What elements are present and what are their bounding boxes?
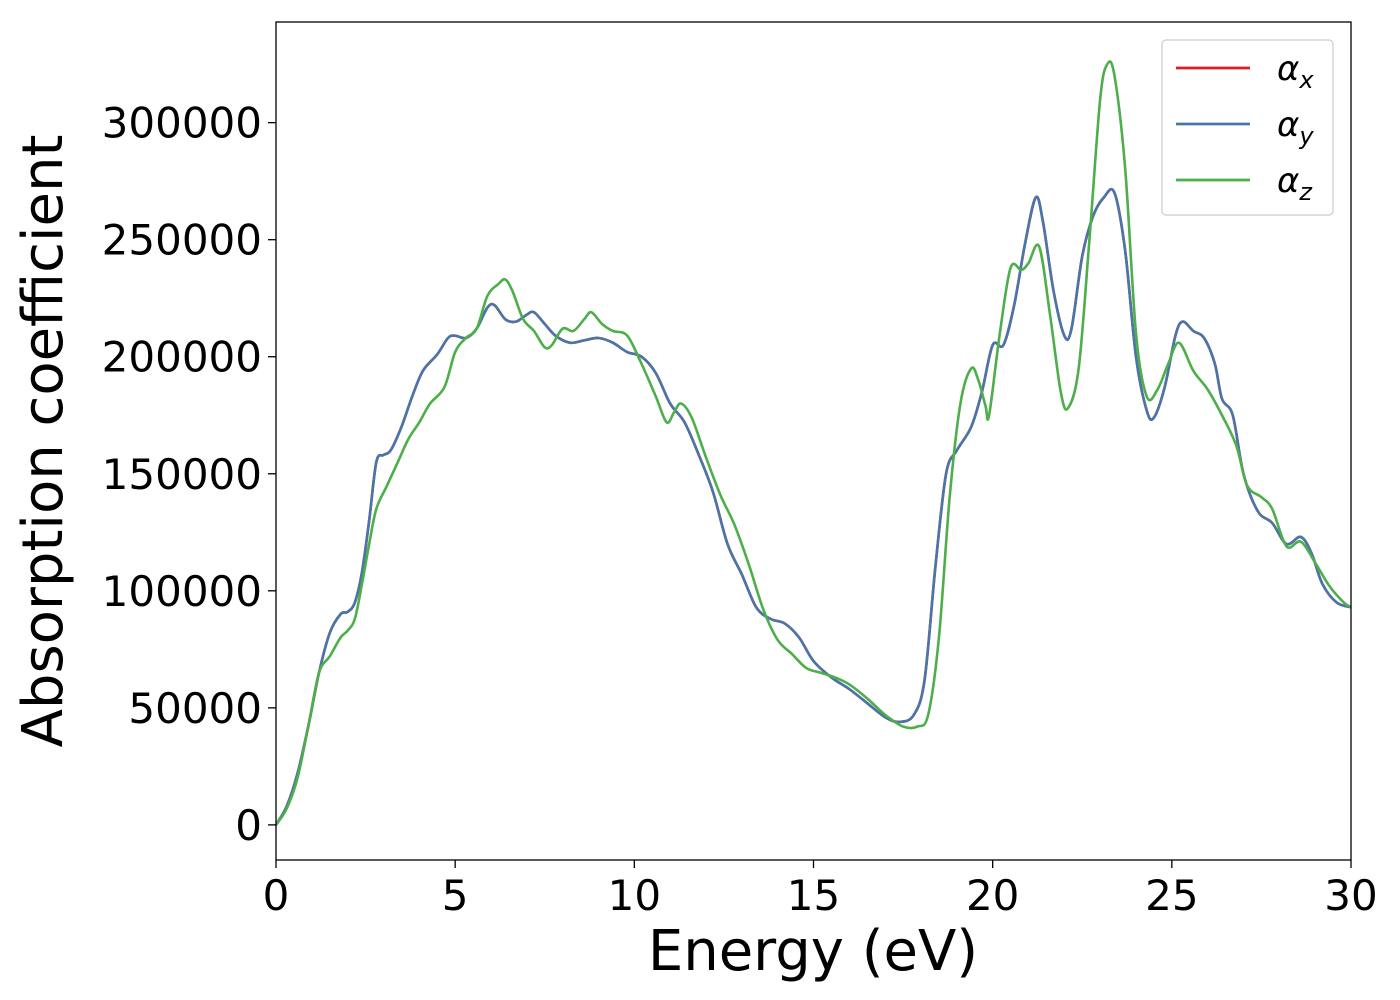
legend-label-subscript: y (1298, 122, 1314, 150)
x-tick-label: 25 (1145, 871, 1198, 920)
legend-label-main: α (1277, 49, 1299, 89)
x-tick-label: 5 (442, 871, 469, 920)
y-tick-label: 150000 (102, 450, 262, 499)
x-axis-title: Energy (eV) (648, 919, 978, 984)
y-axis: 0 50000 100000 150000 200000 250000 300000 (102, 99, 276, 850)
y-tick-label: 250000 (102, 216, 262, 265)
series-layer (276, 60, 1351, 826)
legend-box (1161, 39, 1334, 216)
x-tick-label: 30 (1324, 871, 1377, 920)
x-tick-label: 15 (787, 871, 840, 920)
legend-label-y: αy (1277, 105, 1314, 150)
y-tick-label: 0 (235, 801, 262, 850)
legend-label-z: αz (1277, 161, 1313, 206)
x-tick-label: 10 (608, 871, 661, 920)
legend-label-main: α (1277, 105, 1299, 145)
legend-label-x: αx (1277, 49, 1314, 94)
y-tick-label: 200000 (102, 333, 262, 382)
legend-label-subscript: x (1298, 66, 1314, 94)
x-tick-label: 20 (966, 871, 1019, 920)
y-tick-label: 300000 (102, 99, 262, 148)
y-axis-title: Absorption coefficient (11, 135, 76, 748)
legend-label-main: α (1277, 161, 1299, 201)
series-line-z (276, 60, 1351, 826)
x-tick-label: 0 (263, 871, 290, 920)
series-line-y (276, 187, 1351, 826)
legend-label-subscript: z (1298, 178, 1313, 206)
y-tick-label: 100000 (102, 567, 262, 616)
x-axis: 0 5 10 15 20 25 30 (263, 860, 1378, 920)
y-tick-label: 50000 (128, 684, 262, 733)
